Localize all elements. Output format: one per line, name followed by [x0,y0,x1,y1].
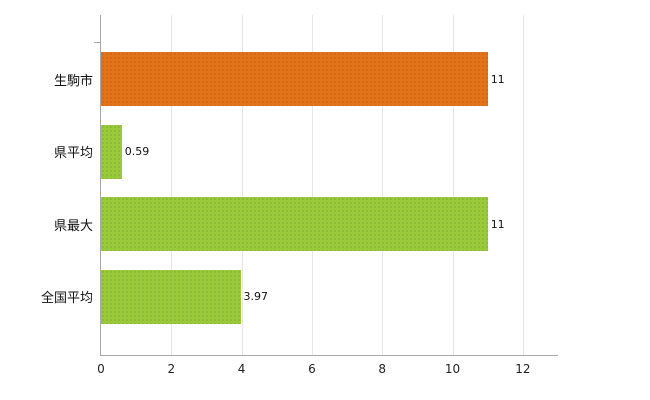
gridline [311,15,313,355]
bar-row: 県平均 0.59 [54,116,558,189]
plot-area: 生駒市 11 県平均 0.59 県最大 11 全国平均 3.97 0 2 4 6 8 10 12 [41,15,558,376]
value-label: 11 [490,72,505,86]
x-tick-label: 8 [378,362,387,376]
gridline [452,15,454,355]
bar-row: 県最大 11 [54,188,558,261]
bar [101,269,241,324]
y-axis-tick [94,42,101,43]
value-label: 0.59 [124,145,150,159]
category-label: 県平均 [53,146,93,162]
bar [101,52,488,107]
category-label: 全国平均 [40,291,93,307]
x-tick-label: 2 [167,362,176,376]
gridline [241,15,243,355]
value-label: 11 [490,217,505,231]
x-tick-label: 4 [237,362,246,376]
category-label: 県最大 [53,218,93,234]
gridlines [101,15,558,355]
bar [101,124,122,179]
x-axis-labels: 0 2 4 6 8 10 12 [97,355,558,376]
x-tick-label: 10 [444,362,461,376]
category-label: 生駒市 [53,73,93,89]
bar-row: 全国平均 3.97 [41,261,558,334]
bars-layer: 生駒市 11 県平均 0.59 県最大 11 全国平均 3.97 [41,43,558,334]
bar-row: 生駒市 11 [54,43,558,116]
x-tick-label: 6 [308,362,316,376]
value-label: 3.97 [243,290,269,304]
bar [101,197,488,252]
gridline [522,15,524,355]
x-tick-label: 12 [515,362,531,376]
x-tick-label: 0 [97,362,105,376]
gridline [382,15,384,355]
gridline [171,15,173,355]
